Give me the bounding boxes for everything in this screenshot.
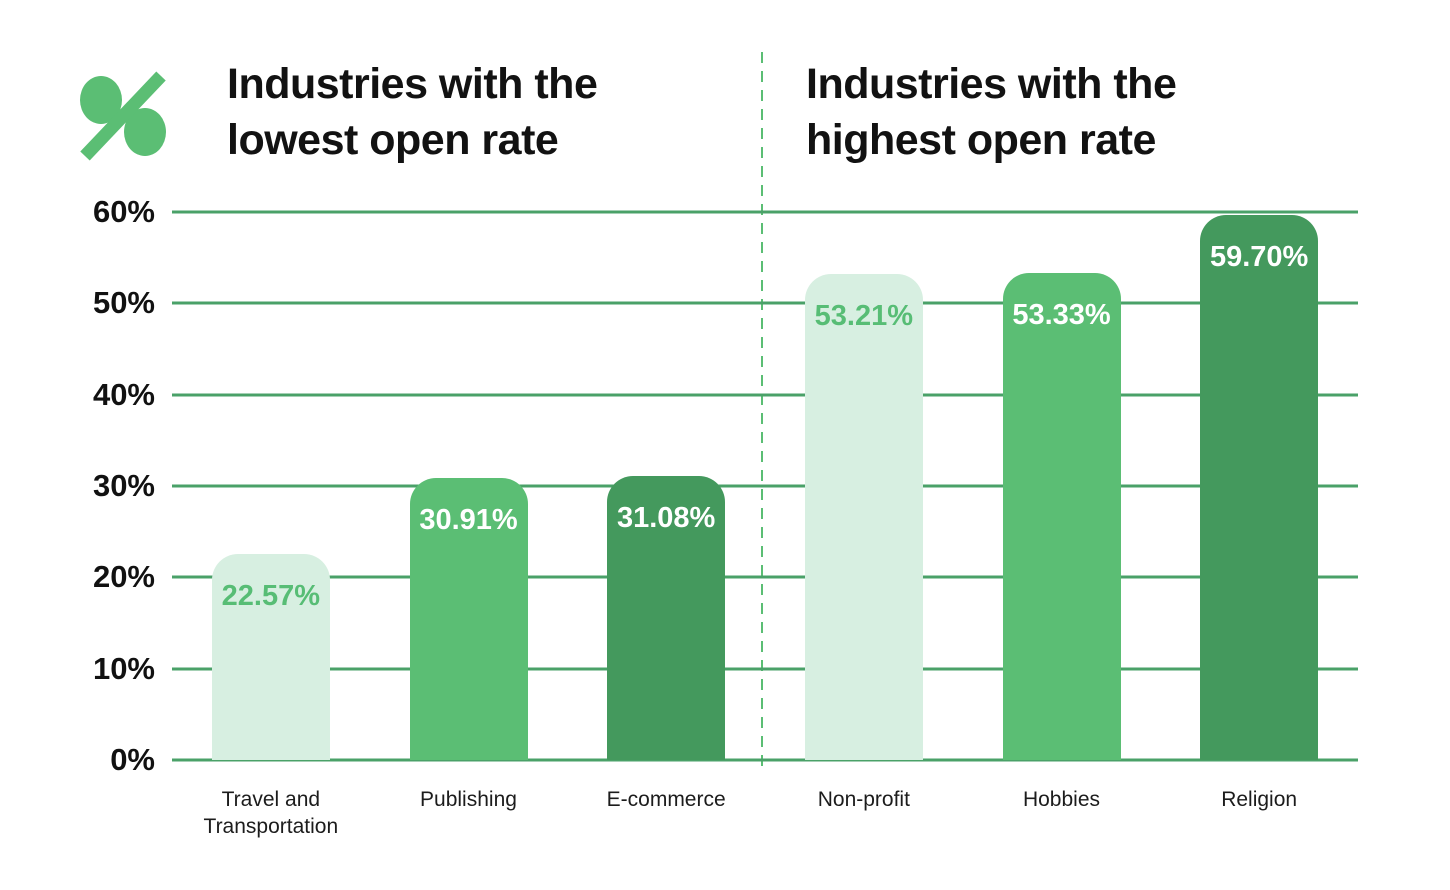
bar-value-label: 31.08% — [616, 502, 716, 535]
right-group-title: Industries with the highest open rate — [806, 60, 1177, 164]
bar-value-label: 59.70% — [1209, 240, 1309, 273]
y-tick-label: 40% — [92, 376, 155, 412]
group-divider-dashed-line — [761, 52, 763, 774]
x-category-label-publishing: Publishing — [420, 788, 517, 811]
bar-value-label: 22.57% — [221, 579, 320, 612]
gridline-60 — [172, 210, 1358, 214]
bar-travel-and-transportation: 22.57% — [211, 553, 330, 760]
x-axis: Travel and Transportation Publishing E-com… — [172, 786, 1358, 856]
y-tick-label: 50% — [92, 285, 155, 321]
gridline-0 — [172, 758, 1358, 762]
x-category-label-travel-and-transportation: Travel and Transportation — [203, 788, 339, 838]
percent-icon — [80, 71, 166, 161]
bar-religion: 59.70% — [1200, 214, 1319, 760]
y-tick-label: 60% — [92, 194, 155, 229]
y-axis: 60% 50% 40% 30% 20% 10% 0% — [60, 194, 155, 777]
y-tick-label: 20% — [92, 559, 155, 595]
x-category-label-religion: Religion — [1221, 788, 1298, 811]
gridline-40 — [172, 393, 1358, 397]
bar-non-profit: 53.21% — [804, 274, 923, 760]
plot-area: 22.57% 30.91% 31.08% 53.21% 53.33% 59.70% — [172, 210, 1358, 762]
bar-value-label: 53.33% — [1012, 298, 1111, 331]
gridline-10 — [172, 667, 1358, 671]
bar-publishing: 30.91% — [409, 477, 528, 760]
gridline-50 — [172, 301, 1358, 305]
bar-value-label: 53.21% — [814, 300, 913, 333]
gridline-30 — [172, 484, 1358, 488]
x-category-label-e-commerce: E-commerce — [606, 788, 726, 811]
bar-hobbies: 53.33% — [1002, 272, 1121, 760]
x-category-label-non-profit: Non-profit — [817, 788, 910, 811]
gridline-20 — [172, 575, 1358, 579]
bar-value-label: 30.91% — [419, 503, 518, 536]
y-tick-label: 30% — [92, 468, 155, 503]
x-category-label-hobbies: Hobbies — [1022, 788, 1101, 811]
y-tick-label: 0% — [110, 742, 155, 777]
left-group-title: Industries with the lowest open rate — [227, 60, 598, 164]
y-tick-label: 10% — [92, 650, 155, 686]
bar-e-commerce: 31.08% — [607, 476, 726, 760]
